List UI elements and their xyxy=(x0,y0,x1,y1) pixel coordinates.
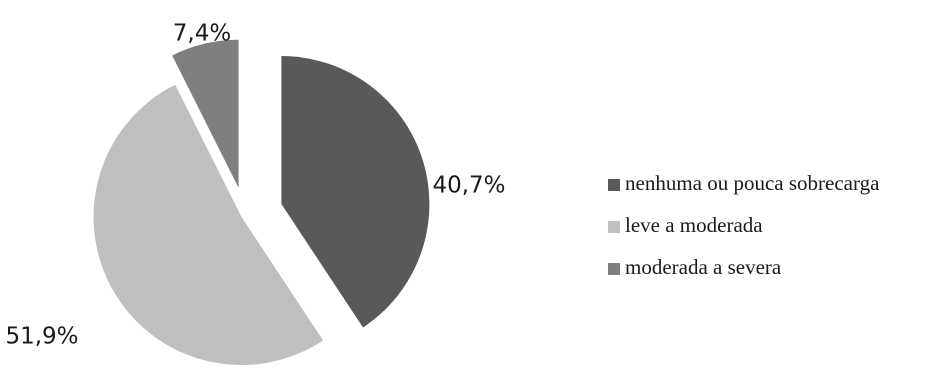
pie-slice-nenhuma-ou-pouca-sobrecarga xyxy=(281,56,430,328)
pie-slices xyxy=(93,39,430,366)
legend-item-leve-a-moderada: leve a moderada xyxy=(608,213,763,237)
legend-swatch xyxy=(608,263,620,275)
pie-labels: 40,7% 51,9% 7,4% xyxy=(5,21,505,350)
data-label-leve-a-moderada: 51,9% xyxy=(5,324,78,350)
legend-label: leve a moderada xyxy=(625,213,763,237)
pie-slice-leve-a-moderada xyxy=(93,84,324,366)
legend-item-moderada-a-severa: moderada a severa xyxy=(608,255,782,279)
legend-swatch xyxy=(608,179,620,191)
legend-item-nenhuma-ou-pouca-sobrecarga: nenhuma ou pouca sobrecarga xyxy=(608,171,880,195)
pie-slice-moderada-a-severa xyxy=(172,39,239,188)
data-label-moderada-a-severa: 7,4% xyxy=(173,21,231,47)
legend-swatch xyxy=(608,221,620,233)
legend: nenhuma ou pouca sobrecarga leve a modera… xyxy=(608,171,880,279)
legend-label: moderada a severa xyxy=(625,255,782,279)
data-label-nenhuma-ou-pouca-sobrecarga: 40,7% xyxy=(432,173,505,199)
legend-label: nenhuma ou pouca sobrecarga xyxy=(625,171,880,195)
